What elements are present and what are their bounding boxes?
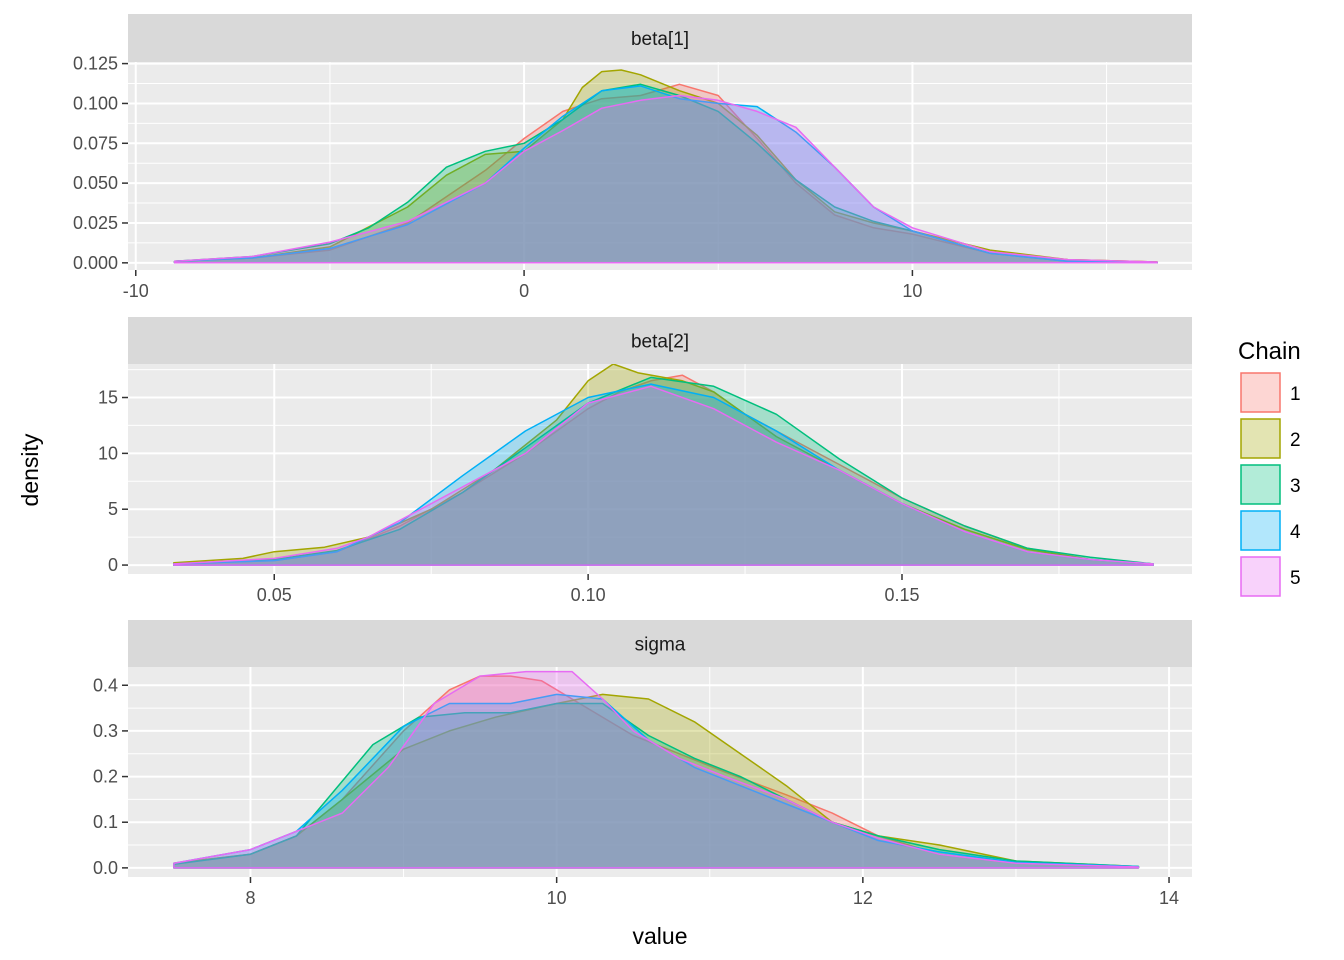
x-tick-label: 12 — [853, 888, 873, 908]
facet-strip — [128, 14, 1192, 62]
legend-label: 2 — [1290, 430, 1301, 451]
y-tick-label: 0.125 — [73, 54, 118, 74]
y-tick-label: 0.000 — [73, 253, 118, 273]
x-axis-title: value — [633, 923, 688, 949]
x-tick-label: 0.05 — [257, 585, 292, 605]
y-tick-label: 0.2 — [93, 767, 118, 787]
x-tick-label: 10 — [547, 888, 567, 908]
facet-panel: beta[1] -10 0 10 0.000 0.025 0.050 0.075 0.100 0.… — [73, 14, 1192, 301]
plot-panel — [128, 364, 1192, 574]
legend-label: 4 — [1290, 522, 1301, 543]
y-tick-label: 0.025 — [73, 213, 118, 233]
density-area-chain-3 — [173, 376, 1154, 566]
facet-strip — [128, 317, 1192, 364]
facet-strip-label: beta[2] — [631, 332, 689, 353]
y-tick-label: 0.075 — [73, 133, 118, 153]
legend-key-bg — [1240, 372, 1281, 413]
x-tick-label: 10 — [902, 281, 922, 301]
legend-key-chain-5 — [1240, 556, 1281, 597]
legend-key-bg — [1240, 418, 1281, 459]
facet-strip — [128, 620, 1192, 667]
y-tick-label: 0.0 — [93, 858, 118, 878]
facet-panel: sigma 8 10 12 14 0.0 0.1 0.2 0.3 0.4 — [93, 620, 1192, 908]
x-tick-label: -10 — [123, 281, 149, 301]
legend-label: 3 — [1290, 476, 1301, 497]
legend-title: Chain — [1238, 338, 1301, 365]
facet-strip-label: beta[1] — [631, 29, 689, 50]
legend: Chain 1 2 3 4 5 — [1238, 338, 1301, 597]
y-tick-label: 10 — [98, 443, 118, 463]
density-area-chain-5 — [173, 385, 1154, 566]
density-area-chain-2 — [173, 693, 1140, 869]
y-tick-label: 5 — [108, 499, 118, 519]
y-tick-label: 0.050 — [73, 173, 118, 193]
legend-label: 1 — [1290, 384, 1301, 405]
facet-strip-label: sigma — [635, 635, 686, 656]
plot-panel — [128, 62, 1192, 270]
facet-panels: beta[1]-10 0 100.0000.0250.0500.0750.1000.… — [73, 14, 1192, 908]
y-tick-label: 0.1 — [93, 812, 118, 832]
density-areas — [173, 69, 1158, 264]
x-tick-label: 0.10 — [571, 585, 606, 605]
y-axis-title: density — [17, 433, 43, 506]
y-tick-label: 0.3 — [93, 721, 118, 741]
legend-key-bg — [1240, 556, 1281, 597]
facet-panel: beta[2] 0.05 0.10 0.15 0 5 10 15 — [98, 317, 1192, 605]
density-area-chain-5 — [173, 670, 1140, 869]
y-tick-label: 0.4 — [93, 675, 118, 695]
legend-key-chain-4 — [1240, 510, 1281, 551]
legend-key-chain-2 — [1240, 418, 1281, 459]
density-areas — [173, 364, 1154, 566]
density-area-chain-5 — [173, 94, 1158, 264]
x-tick-label: 0.15 — [884, 585, 919, 605]
y-tick-label: 0.100 — [73, 93, 118, 113]
y-tick-label: 15 — [98, 388, 118, 408]
legend-key-bg — [1240, 464, 1281, 505]
x-tick-label: 0 — [519, 281, 529, 301]
x-tick-label: 14 — [1159, 888, 1179, 908]
legend-key-bg — [1240, 510, 1281, 551]
density-area-chain-4 — [173, 85, 1158, 264]
density-area-chain-2 — [173, 364, 1154, 566]
y-tick-label: 0 — [108, 555, 118, 575]
plot-panel — [128, 667, 1192, 877]
x-tick-label: 8 — [245, 888, 255, 908]
density-areas — [173, 670, 1140, 869]
legend-key-chain-3 — [1240, 464, 1281, 505]
legend-key-chain-1 — [1240, 372, 1281, 413]
legend-label: 5 — [1290, 568, 1301, 589]
